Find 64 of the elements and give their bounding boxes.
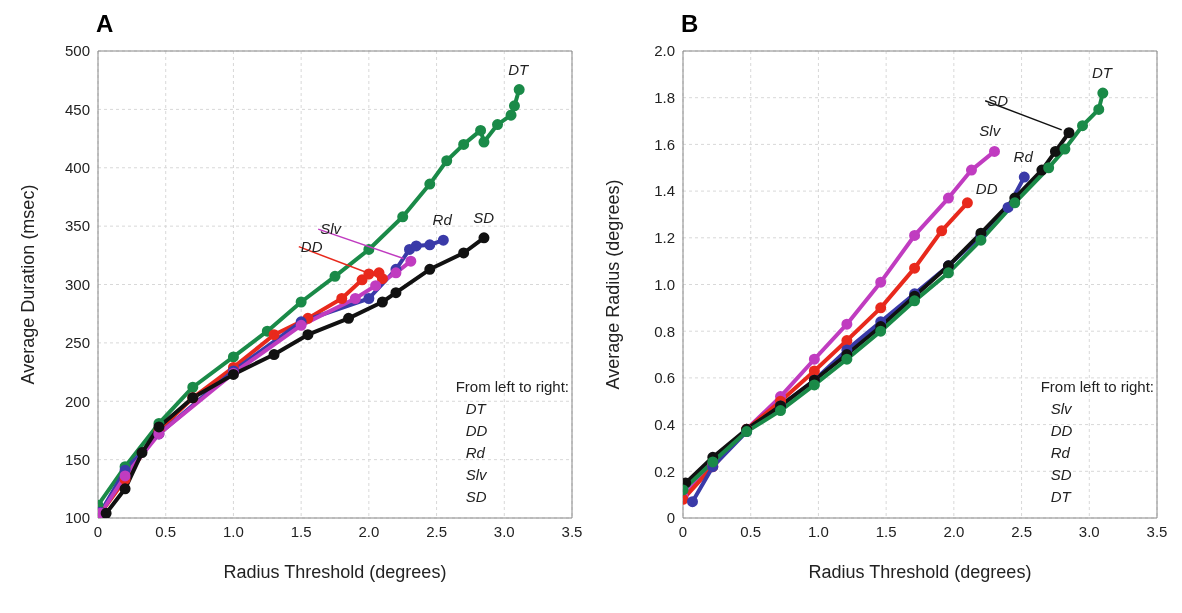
y-tick-label: 400	[64, 159, 90, 177]
series-label: Slv	[979, 122, 1002, 140]
series-label: DT	[508, 60, 531, 78]
x-tick-label: 2.5	[426, 522, 447, 540]
annotation: DD	[464, 421, 489, 441]
y-tick-label: 1.4	[654, 182, 675, 200]
x-axis-title: Radius Threshold (degrees)	[808, 562, 1032, 582]
series-label: SD	[473, 208, 495, 226]
chart-title: A	[96, 10, 114, 38]
series-label: Rd	[432, 211, 453, 229]
annotation: Slv	[464, 465, 488, 485]
x-axis-title: Radius Threshold (degrees)	[223, 562, 447, 582]
x-tick-label: 1.5	[875, 522, 897, 540]
y-tick-label: 1.8	[654, 89, 675, 107]
x-tick-label: 3.0	[493, 522, 515, 540]
series-label: DT	[1091, 64, 1114, 82]
x-tick-label: 1.0	[808, 522, 829, 540]
y-tick-label: 0	[666, 509, 675, 527]
y-tick-label: 200	[64, 392, 90, 410]
x-tick-label: 2.0	[358, 522, 380, 540]
x-tick-label: 0	[678, 522, 688, 540]
y-tick-label: 450	[64, 100, 90, 118]
y-tick-label: 500	[64, 42, 90, 60]
y-axis-title: Average Duration (msec)	[18, 184, 39, 385]
annotation: Slv	[1049, 399, 1073, 419]
y-tick-label: 250	[64, 334, 90, 352]
x-tick-label: 2.5	[1011, 522, 1032, 540]
x-tick-label: 3.0	[1078, 522, 1100, 540]
x-tick-label: 0	[93, 522, 103, 540]
x-tick-label: 1.5	[290, 522, 312, 540]
annotation: From left to right:	[455, 377, 569, 397]
y-tick-label: 150	[64, 450, 90, 468]
annotation: Rd	[1049, 443, 1071, 463]
annotation: SD	[464, 487, 488, 507]
annotation: DT	[464, 399, 488, 419]
y-tick-label: 0.2	[654, 462, 675, 480]
x-tick-label: 3.5	[561, 522, 583, 540]
annotation: Rd	[464, 443, 486, 463]
x-tick-label: 1.0	[223, 522, 244, 540]
y-tick-label: 0.6	[654, 369, 675, 387]
annotation: SD	[1049, 465, 1073, 485]
text: SD	[987, 91, 1009, 109]
series-label: DD	[975, 179, 998, 197]
text: DD	[300, 237, 323, 255]
y-tick-label: 1.2	[654, 229, 675, 247]
chart-title: B	[681, 10, 699, 38]
x-tick-label: 0.5	[740, 522, 762, 540]
y-tick-label: 0.8	[654, 322, 675, 340]
series-label: Rd	[1013, 148, 1034, 166]
annotation: DD	[1049, 421, 1074, 441]
y-tick-label: 0.4	[654, 415, 675, 433]
text: Slv	[320, 220, 343, 238]
y-axis-title: Average Radius (degrees)	[603, 179, 624, 390]
y-tick-label: 1.6	[654, 135, 675, 153]
y-tick-label: 100	[64, 509, 90, 527]
y-tick-label: 350	[64, 217, 90, 235]
y-tick-label: 2.0	[654, 42, 675, 60]
y-tick-label: 1.0	[654, 275, 675, 293]
y-tick-label: 300	[64, 275, 90, 293]
annotation: DT	[1049, 487, 1073, 507]
x-tick-label: 2.0	[943, 522, 965, 540]
x-tick-label: 0.5	[155, 522, 177, 540]
x-tick-label: 3.5	[1146, 522, 1168, 540]
annotation: From left to right:	[1040, 377, 1154, 397]
